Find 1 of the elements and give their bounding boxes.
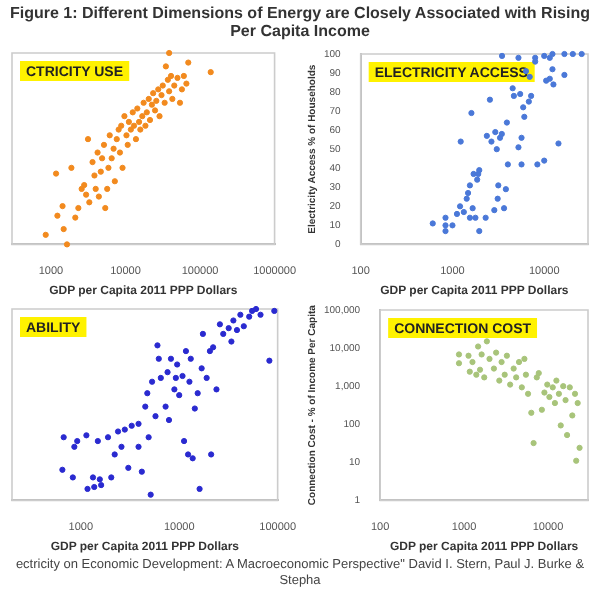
- caption: Figure 1: Different Dimensions of Energy are Closely Associated with Rising Per Capita Income: [8, 2, 592, 44]
